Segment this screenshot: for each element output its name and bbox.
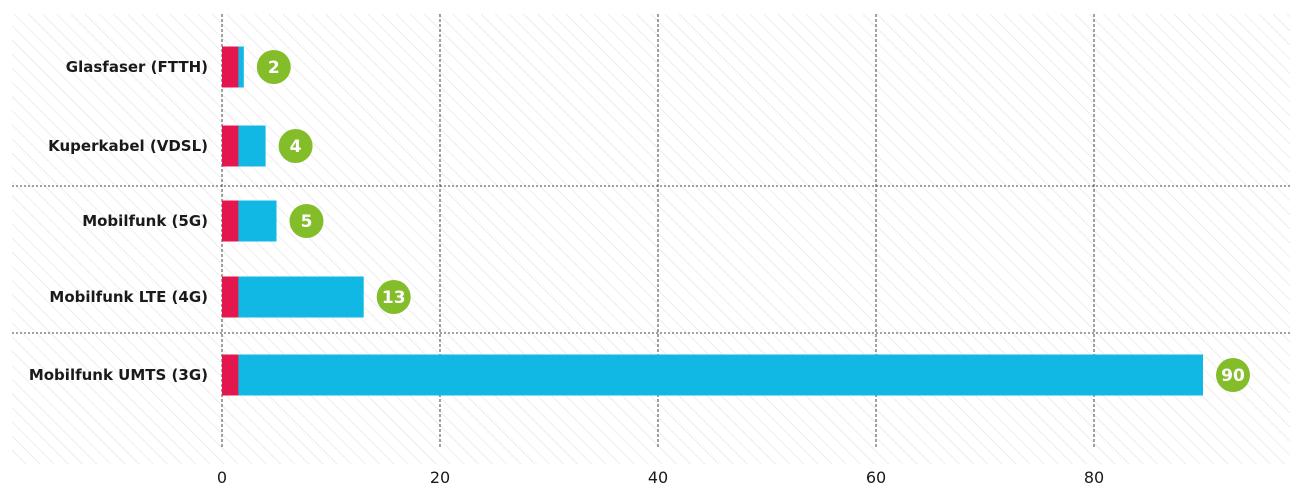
value-badges: 2 4 5 13 90	[256, 50, 1250, 392]
bars	[222, 46, 1203, 396]
category-label: Mobilfunk (5G)	[82, 212, 208, 230]
group-separators	[12, 185, 1290, 334]
x-axis-ticks: 0 20 40 60 80	[217, 468, 1104, 487]
category-labels: Glasfaser (FTTH) Kuperkabel (VDSL) Mobilfu…	[29, 58, 208, 384]
plot-background	[12, 14, 1290, 464]
value-badge-circle	[289, 204, 324, 238]
value-badge: 5	[289, 204, 324, 238]
value-badge: 90	[1216, 358, 1250, 392]
value-label: 13	[382, 288, 406, 308]
value-badge: 13	[376, 280, 411, 314]
bar	[222, 354, 1203, 396]
bar-base-segment	[222, 200, 239, 242]
value-badge-circle	[376, 280, 411, 314]
value-badge: 4	[278, 129, 313, 163]
x-tick-label: 60	[866, 468, 886, 487]
bar	[222, 276, 364, 318]
value-badge-circle	[1216, 358, 1250, 392]
value-badge-circle	[278, 129, 313, 163]
category-label: Mobilfunk UMTS (3G)	[29, 366, 208, 384]
bar-base-segment	[222, 46, 239, 88]
value-label: 2	[268, 58, 280, 78]
bar-base-segment	[222, 354, 239, 396]
category-label: Mobilfunk LTE (4G)	[49, 288, 208, 306]
x-tick-label: 80	[1084, 468, 1104, 487]
value-label: 5	[301, 212, 313, 232]
category-label: Kuperkabel (VDSL)	[48, 137, 208, 155]
x-tick-label: 20	[430, 468, 450, 487]
bar-base-segment	[222, 276, 239, 318]
value-badge-circle	[256, 50, 291, 84]
x-tick-label: 0	[217, 468, 227, 487]
x-tick-label: 40	[648, 468, 668, 487]
value-badge: 2	[256, 50, 291, 84]
bar-base-segment	[222, 125, 239, 167]
value-label: 90	[1221, 366, 1245, 386]
value-label: 4	[290, 137, 302, 157]
category-label: Glasfaser (FTTH)	[66, 58, 208, 76]
